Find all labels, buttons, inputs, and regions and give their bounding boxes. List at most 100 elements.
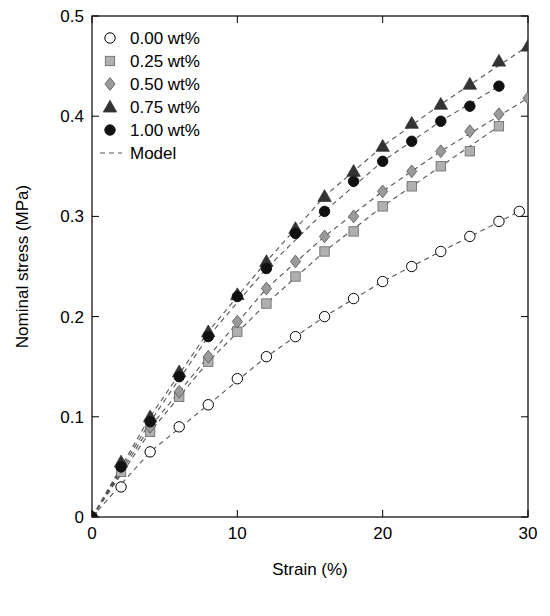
data-point [261, 282, 271, 295]
data-point [92, 512, 97, 517]
legend-label: 0.75 wt% [130, 98, 200, 117]
data-point [465, 147, 474, 156]
data-point [92, 511, 97, 517]
data-point [203, 350, 213, 363]
data-point [92, 512, 97, 517]
data-point [521, 39, 528, 51]
data-point [290, 331, 300, 341]
data-point [92, 510, 99, 517]
y-tick-label: 0.2 [60, 308, 84, 327]
x-tick-top [382, 16, 383, 23]
data-point [174, 385, 184, 398]
data-point [492, 54, 505, 66]
data-point [145, 417, 155, 427]
plot-frame [92, 16, 528, 517]
y-axis-title: Nominal stress (MPa) [13, 185, 32, 348]
data-point [319, 311, 329, 321]
x-tick-label: 0 [87, 524, 96, 543]
data-point [376, 140, 389, 152]
data-point [262, 299, 271, 308]
legend-swatch [103, 100, 116, 112]
data-point [174, 372, 184, 382]
data-point [203, 400, 213, 410]
x-tick [382, 510, 383, 517]
legend: 0.00 wt%0.25 wt%0.50 wt%0.75 wt%1.00 wt%… [100, 29, 200, 163]
data-point [465, 231, 475, 241]
y-tick [92, 116, 99, 117]
data-point [290, 255, 300, 268]
legend-label: Model [130, 144, 176, 163]
legend-swatch [105, 78, 115, 91]
data-point [378, 202, 387, 211]
x-tick-label: 10 [228, 524, 247, 543]
y-tick [92, 216, 99, 217]
data-point [349, 227, 358, 236]
y-tick [92, 416, 99, 417]
data-point [318, 190, 331, 202]
data-point [348, 176, 358, 186]
legend-swatch [105, 56, 114, 65]
data-point [436, 145, 446, 158]
data-point [523, 92, 528, 105]
legend-swatch [100, 152, 122, 153]
data-point [261, 351, 271, 361]
data-point [92, 512, 97, 517]
plot-area [92, 39, 528, 517]
chart: 0 10 20 30 0 0.1 0.2 0.3 0.4 0.5 Strain (%) Nominal… [0, 0, 550, 616]
data-point [405, 117, 418, 129]
data-point [290, 228, 300, 238]
y-tick-label: 0.3 [60, 207, 84, 226]
data-point [145, 447, 155, 457]
data-point [348, 293, 358, 303]
data-point [232, 315, 242, 328]
y-tick-right [521, 416, 528, 417]
data-point [494, 81, 504, 91]
data-point [347, 165, 360, 177]
model-line [92, 46, 528, 517]
y-tick-label: 0 [75, 508, 84, 527]
data-point [378, 185, 388, 198]
data-point [463, 77, 476, 89]
y-tick-label: 0.1 [60, 408, 84, 427]
y-tick-right [521, 116, 528, 117]
x-tick-label: 30 [519, 524, 538, 543]
data-point [377, 156, 387, 166]
data-point [348, 210, 358, 223]
data-point [377, 276, 387, 286]
y-tick-label: 0.5 [60, 7, 84, 26]
y-tick [92, 316, 99, 317]
data-point [494, 108, 504, 121]
data-point [320, 247, 329, 256]
legend-label: 0.25 wt% [130, 52, 200, 71]
data-point [494, 122, 503, 131]
y-tick-right [521, 316, 528, 317]
x-tick-top [237, 16, 238, 23]
data-point [203, 331, 213, 341]
data-point [436, 246, 446, 256]
data-point [174, 422, 184, 432]
legend-label: 1.00 wt% [130, 121, 200, 140]
data-point [407, 261, 417, 271]
data-point [291, 272, 300, 281]
x-tick [237, 510, 238, 517]
data-point [407, 182, 416, 191]
legend-label: 0.00 wt% [130, 29, 200, 48]
data-point [116, 482, 126, 492]
data-point [116, 462, 126, 472]
data-point [436, 116, 446, 126]
x-tick-label: 20 [373, 524, 392, 543]
data-point [319, 206, 329, 216]
data-point [232, 374, 242, 384]
y-tick-label: 0.4 [60, 107, 84, 126]
data-point [494, 216, 504, 226]
data-point [407, 165, 417, 178]
data-point [436, 162, 445, 171]
legend-swatch [105, 33, 115, 43]
x-axis-title: Strain (%) [272, 560, 348, 579]
data-point [465, 125, 475, 138]
data-point [434, 97, 447, 109]
data-point [319, 230, 329, 243]
data-point [465, 101, 475, 111]
legend-swatch [105, 125, 115, 135]
data-point [514, 206, 524, 216]
